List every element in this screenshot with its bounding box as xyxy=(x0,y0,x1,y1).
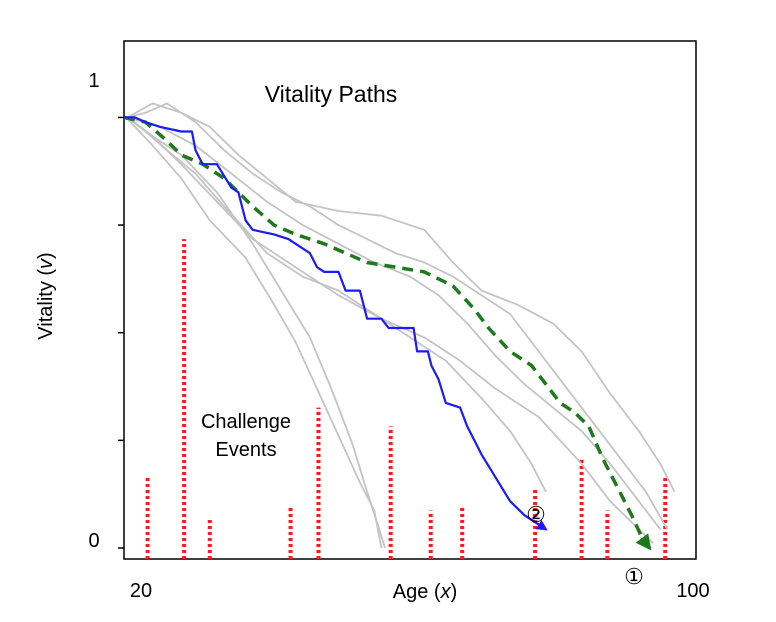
marker-2-label: ② xyxy=(526,502,546,527)
x-tick-label-100: 100 xyxy=(676,580,709,602)
x-tick-label-20: 20 xyxy=(130,580,152,602)
chart-title: Vitality Paths xyxy=(265,81,398,107)
marker-1-label: ① xyxy=(624,564,644,589)
challenge-events-label-line1: Challenge xyxy=(201,411,291,433)
challenge-events xyxy=(145,239,668,559)
blue-path xyxy=(124,116,548,531)
gray-path-1 xyxy=(127,116,386,549)
challenge-events-label-line2: Events xyxy=(215,439,276,461)
x-axis-label: Age (x) xyxy=(393,581,457,603)
highlighted-vitality-paths xyxy=(123,115,652,551)
gray-path-7 xyxy=(127,102,676,493)
x-axis-label-var: x xyxy=(440,581,452,603)
gray-path-5 xyxy=(127,116,662,530)
x-axis-label-close: ) xyxy=(451,581,458,603)
x-axis-label-main: Age ( xyxy=(393,581,441,603)
y-axis-ticks xyxy=(118,116,124,549)
gray-path-2 xyxy=(125,116,383,549)
y-axis-label: Vitality (v) xyxy=(35,252,57,339)
y-axis-label-main: Vitality ( xyxy=(35,269,57,340)
y-tick-label-0: 0 xyxy=(88,530,99,552)
y-axis-label-close: ) xyxy=(35,252,57,259)
plot-frame xyxy=(123,40,697,560)
gray-path-6 xyxy=(127,102,669,530)
green-dashed-path xyxy=(123,115,652,551)
y-tick-label-1: 1 xyxy=(88,70,99,92)
y-axis-label-var: v xyxy=(35,258,57,269)
gray-path-3 xyxy=(127,116,547,493)
gray-vitality-paths xyxy=(125,102,676,549)
